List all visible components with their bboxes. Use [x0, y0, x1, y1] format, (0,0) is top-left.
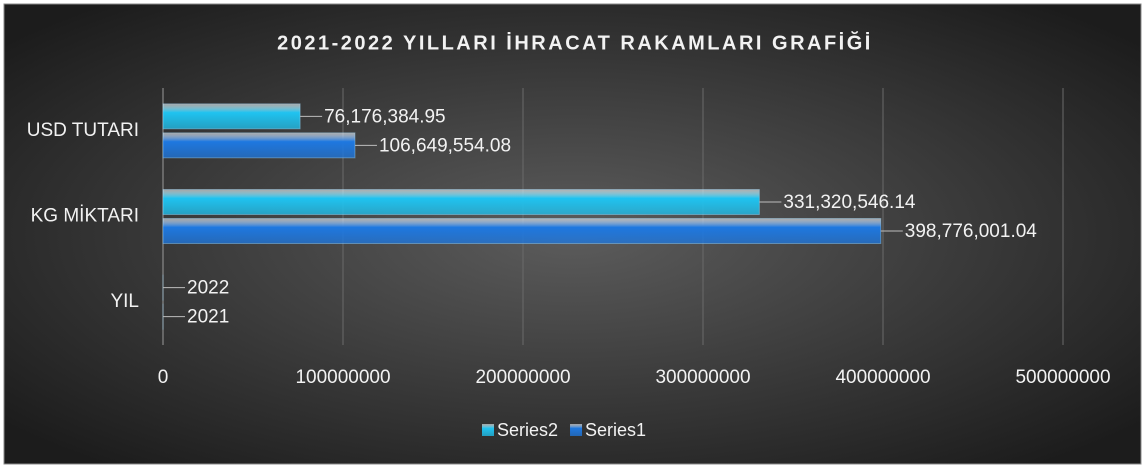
x-tick-label: 400000000 [835, 367, 930, 388]
x-tick-label: 100000000 [295, 367, 390, 388]
x-tick-label: 0 [158, 367, 169, 388]
data-label: 2022 [187, 278, 229, 299]
bar [163, 133, 355, 158]
bar [163, 190, 759, 215]
data-label: 2021 [187, 307, 229, 328]
x-tick-label: 200000000 [475, 367, 570, 388]
chart-title: 2021-2022 YILLARI İHRACAT RAKAMLARI GRAF… [277, 30, 873, 54]
data-label: 331,320,546.14 [783, 192, 916, 213]
y-tick-label: YIL [110, 291, 139, 312]
legend-swatch [482, 424, 494, 436]
data-label: 398,776,001.04 [905, 221, 1038, 242]
bar [163, 219, 881, 244]
legend-label: Series1 [585, 420, 646, 440]
y-tick-label: KG MİKTARI [31, 206, 139, 227]
legend-label: Series2 [497, 420, 558, 440]
data-label: 106,649,554.08 [379, 135, 511, 156]
y-tick-label: USD TUTARI [27, 120, 139, 141]
bar [163, 104, 300, 129]
x-tick-label: 300000000 [655, 367, 750, 388]
legend-swatch [570, 424, 582, 436]
data-label: 76,176,384.95 [324, 106, 446, 127]
x-tick-label: 500000000 [1015, 367, 1110, 388]
